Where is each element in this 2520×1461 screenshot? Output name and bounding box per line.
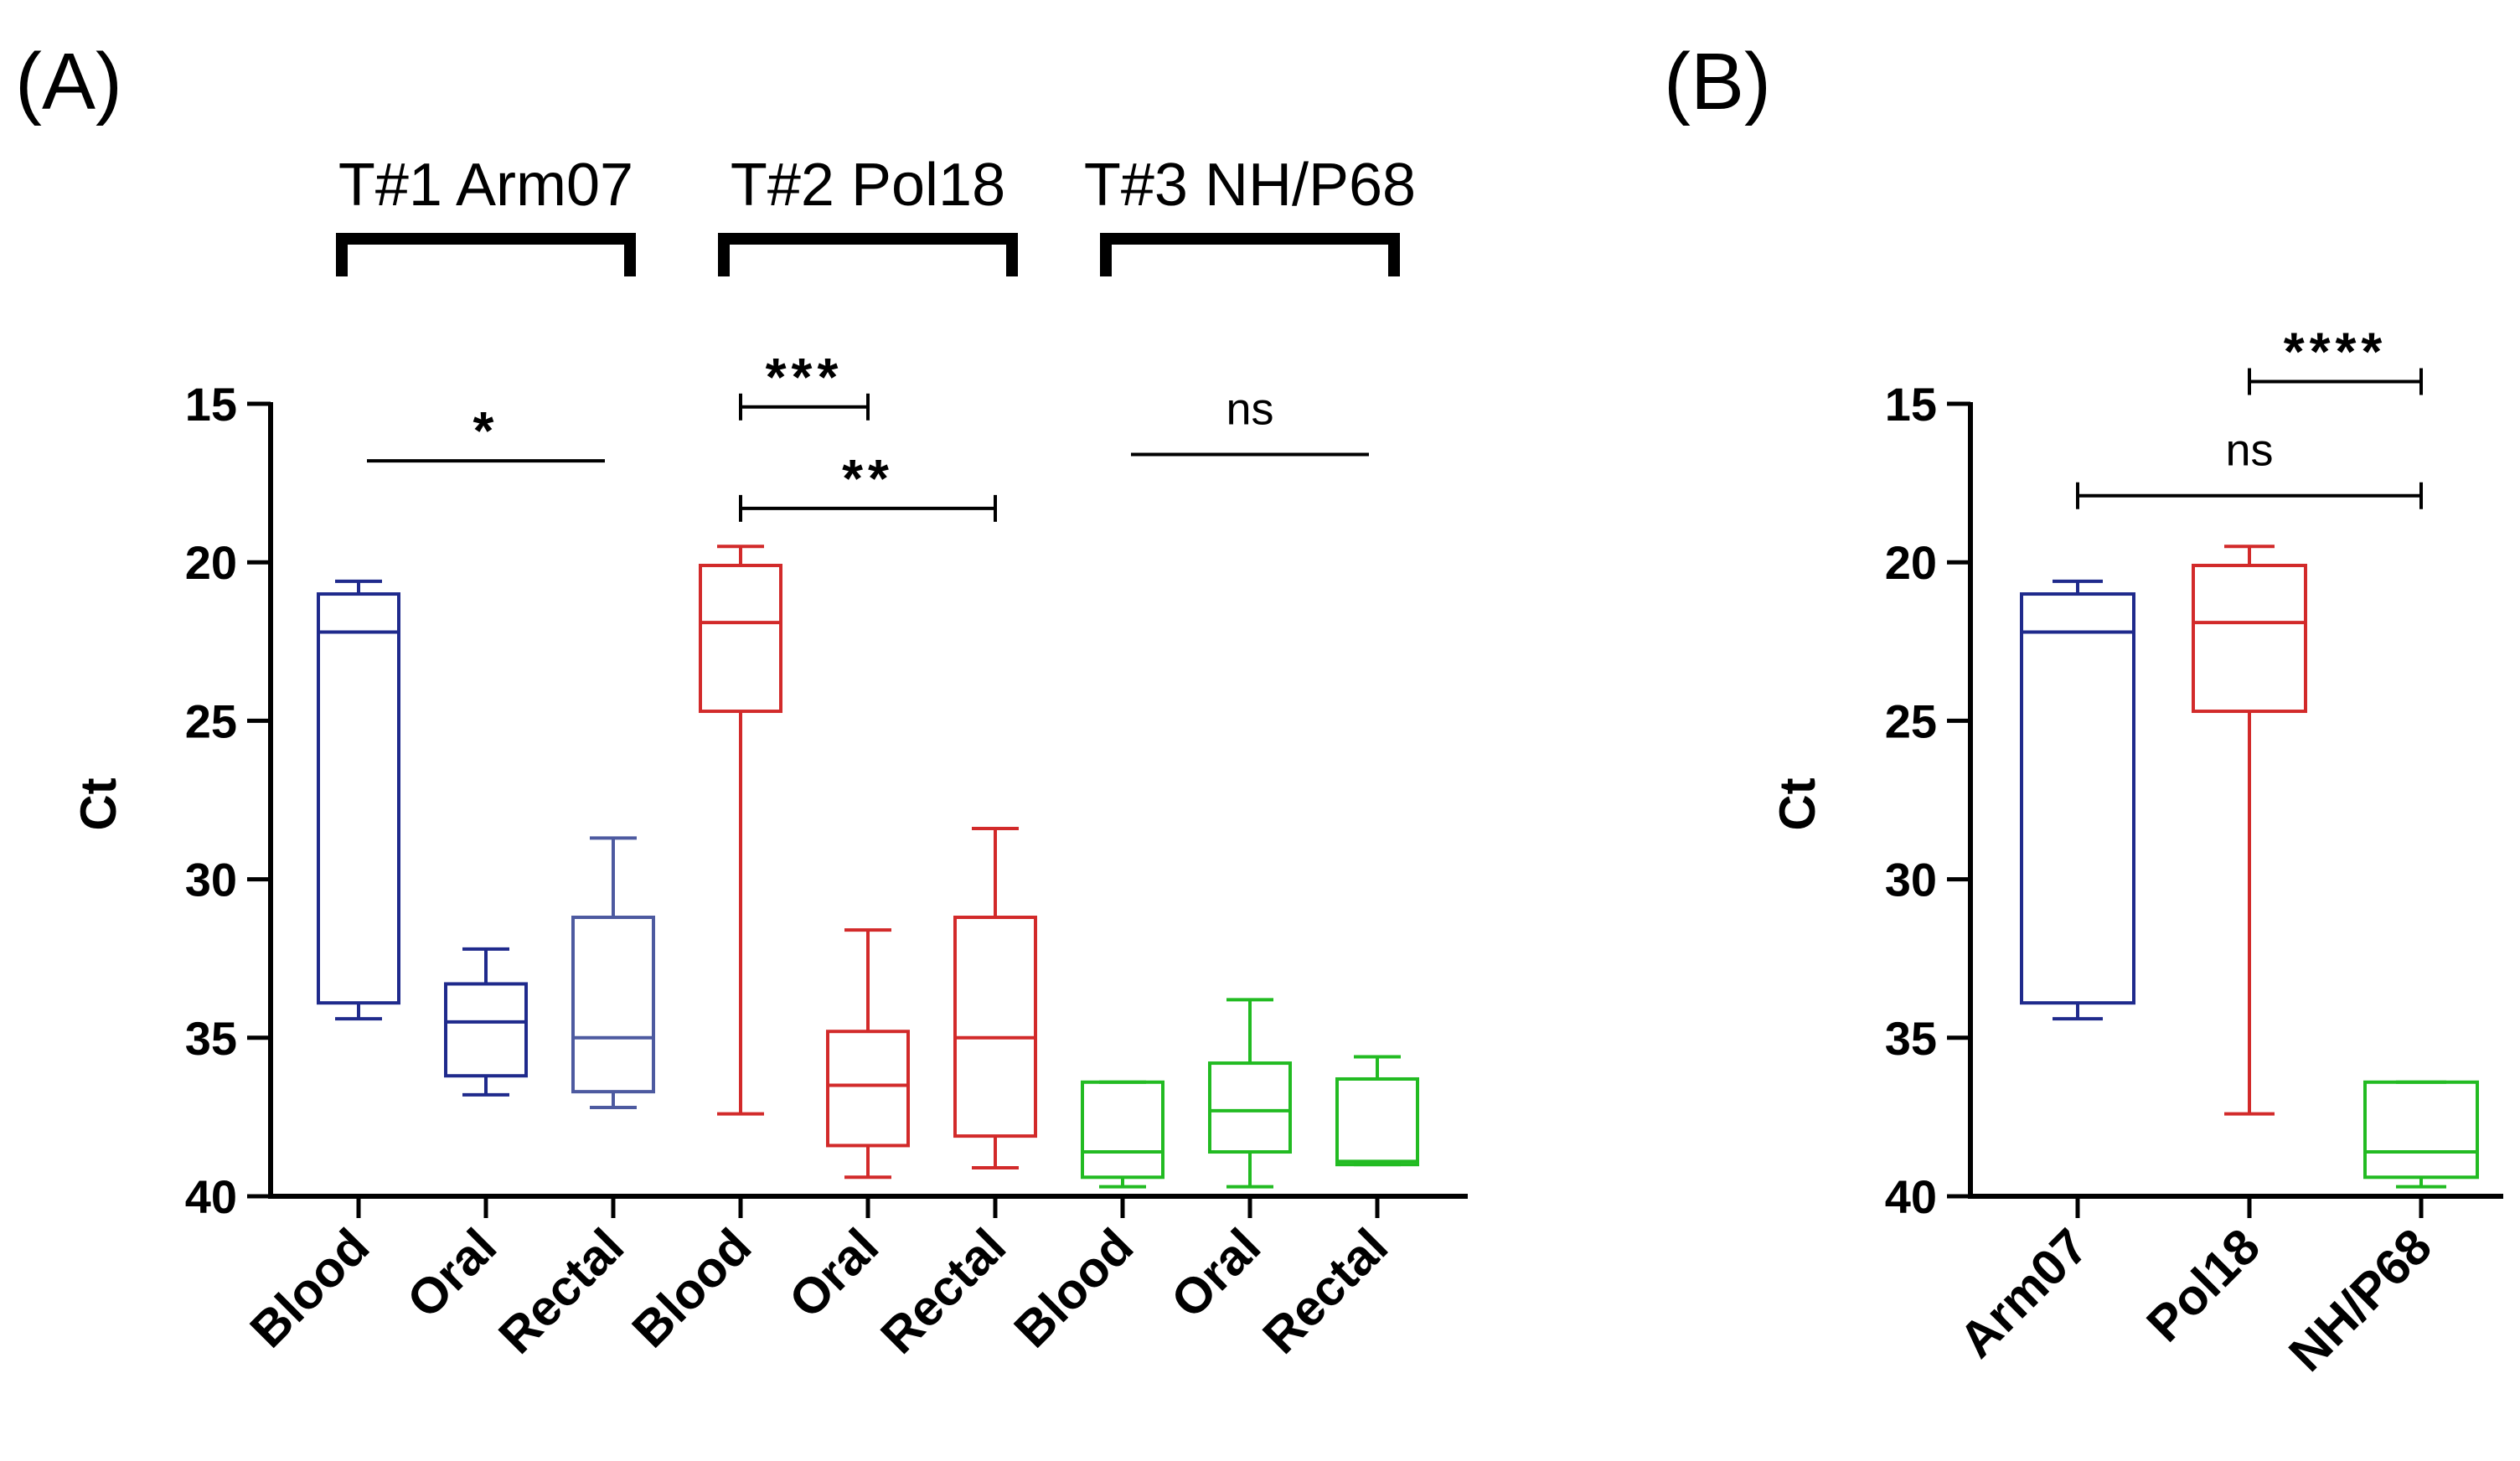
panel-a-group-2: T#3 NH/P68: [1084, 152, 1416, 276]
significance-label: ***: [766, 347, 844, 407]
panel-b-x-category-label: NH/P68: [2278, 1218, 2442, 1382]
panel-a-x-category-label: Blood: [622, 1218, 762, 1359]
panel-a-box-1: [444, 947, 528, 1097]
panel-a-group-brackets: T#1 Arm07 T#2 Pol18 T#3 NH/P68: [336, 152, 1416, 276]
panel-a-significance-1: ***: [739, 347, 870, 421]
panel-a-box-5: [953, 827, 1037, 1169]
group-bracket: [718, 233, 1018, 276]
panel-a-significance: ******ns: [367, 347, 1369, 522]
panel-b-x-category-label: Arm07: [1949, 1218, 2099, 1368]
panel-a: (A) T#1 Arm07 T#2 Pol18 T#3 NH/P68 15 20 25 3…: [15, 37, 1468, 1365]
panel-a-box-7: [1208, 998, 1292, 1189]
panel-b-significance-1: ns: [2076, 426, 2423, 509]
box-body: [571, 916, 655, 1094]
panel-b-boxes: [2020, 545, 2479, 1189]
group-bracket: [336, 233, 636, 276]
significance-label: **: [842, 448, 894, 509]
panel-a-significance-0: *: [367, 400, 605, 463]
panel-a-y-tick-label: 25: [185, 694, 237, 747]
panel-a-y-tick-label: 30: [185, 854, 237, 906]
box-body: [953, 916, 1037, 1138]
significance-label: ns: [1226, 385, 1273, 435]
group-label: T#1 Arm07: [338, 152, 633, 219]
panel-a-x-category-label: Rectal: [870, 1218, 1016, 1365]
panel-b-y-tick-label: 15: [1885, 378, 1937, 431]
panel-b-y-tick-label: 40: [1885, 1170, 1937, 1223]
box-body: [1208, 1061, 1292, 1154]
panel-a-x-category-label: Oral: [1160, 1218, 1271, 1329]
panel-a-letter: (A): [15, 37, 122, 126]
panel-a-x-category-label: Oral: [396, 1218, 507, 1329]
panel-a-box-4: [826, 928, 910, 1180]
panel-a-box-0: [317, 579, 400, 1021]
panel-b-y-tick-label: 30: [1885, 854, 1937, 906]
panel-a-box-3: [699, 545, 782, 1116]
panel-b-y-axis-title: Ct: [1769, 777, 1825, 830]
panel-a-y-axis-title: Ct: [70, 777, 127, 830]
box-body: [1081, 1080, 1164, 1180]
significance-label: *: [473, 400, 499, 461]
group-label: T#3 NH/P68: [1084, 152, 1416, 219]
panel-b-x-category-label: Pol18: [2136, 1218, 2271, 1353]
significance-label: ns: [2225, 426, 2273, 476]
group-bracket: [1100, 233, 1400, 276]
box-body: [317, 592, 400, 1005]
panel-b-y-tick-label: 25: [1885, 694, 1937, 747]
box-body: [699, 563, 782, 714]
panel-a-y-tick-label: 35: [185, 1012, 237, 1065]
panel-a-significance-2: **: [739, 448, 997, 522]
panel-a-y-tick-label: 15: [185, 378, 237, 431]
panel-a-box-2: [571, 836, 655, 1110]
group-label: T#2 Pol18: [731, 152, 1005, 219]
panel-b-box-0: [2020, 579, 2135, 1021]
panel-a-y-tick-label: 40: [185, 1170, 237, 1223]
panel-b-box-1: [2192, 545, 2307, 1116]
panel-b-y-tick-label: 35: [1885, 1012, 1937, 1065]
box-body: [1335, 1076, 1419, 1167]
box-body: [444, 982, 528, 1078]
panel-a-boxes: [317, 545, 1419, 1189]
box-body: [2192, 563, 2307, 714]
panel-b-letter: (B): [1664, 37, 1771, 126]
significance-label: ****: [2284, 322, 2388, 382]
panel-a-x-category-label: Rectal: [1252, 1218, 1398, 1365]
panel-a-x-category-label: Rectal: [488, 1218, 634, 1365]
panel-a-group-0: T#1 Arm07: [336, 152, 636, 276]
panel-a-x-category-label: Oral: [778, 1218, 889, 1329]
panel-a-y-tick-label: 20: [185, 536, 237, 589]
panel-a-group-1: T#2 Pol18: [718, 152, 1018, 276]
panel-b-significance-0: ****: [2248, 322, 2423, 395]
panel-b-y-tick-label: 20: [1885, 536, 1937, 589]
panel-a-x-category-label: Blood: [1004, 1218, 1144, 1359]
panel-a-box-8: [1335, 1055, 1419, 1167]
box-body: [2020, 592, 2135, 1005]
box-body: [826, 1030, 910, 1148]
panel-a-significance-3: ns: [1131, 385, 1369, 457]
panel-a-box-6: [1081, 1080, 1164, 1189]
panel-a-x-category-label: Blood: [240, 1218, 380, 1359]
panel-b-box-2: [2363, 1080, 2479, 1189]
panel-b-significance: ****ns: [2076, 322, 2423, 509]
box-body: [2363, 1080, 2479, 1180]
